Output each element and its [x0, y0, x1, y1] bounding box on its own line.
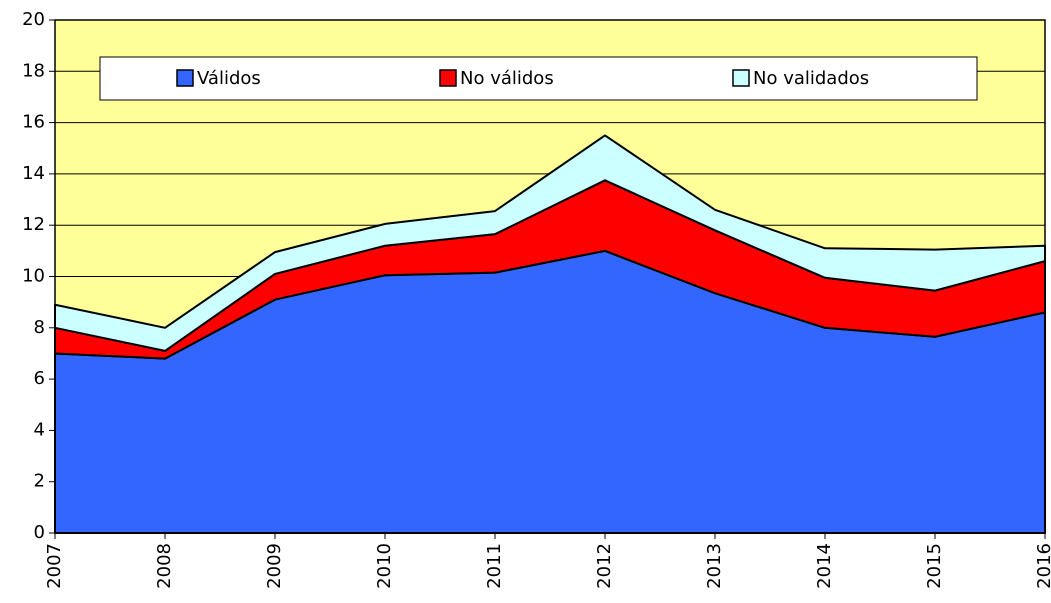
x-tick-label: 2013 [704, 543, 725, 589]
y-tick-label: 10 [22, 266, 45, 287]
y-tick-label: 20 [22, 9, 45, 30]
legend-swatch [732, 69, 750, 87]
y-tick-label: 6 [34, 368, 45, 389]
plot-border [54, 19, 1046, 534]
y-tick-label: 0 [34, 522, 45, 543]
legend-box [99, 56, 978, 101]
x-tick-label: 2007 [44, 543, 65, 589]
x-tick-label: 2012 [594, 543, 615, 589]
x-tick-label: 2015 [924, 543, 945, 589]
legend-swatch [176, 69, 194, 87]
y-tick-label: 2 [34, 471, 45, 492]
y-tick-label: 8 [34, 317, 45, 338]
y-tick-label: 16 [22, 112, 45, 133]
y-tick-label: 4 [34, 419, 45, 440]
legend-label: No validados [753, 68, 869, 89]
x-tick-label: 2014 [814, 543, 835, 589]
x-tick-label: 2009 [264, 543, 285, 589]
legend-label: No válidos [460, 68, 554, 89]
y-tick-label: 14 [22, 163, 45, 184]
x-tick-label: 2011 [484, 543, 505, 589]
x-tick-label: 2008 [154, 543, 175, 589]
x-tick-label: 2016 [1034, 543, 1051, 589]
legend-label: Válidos [197, 68, 261, 89]
legend: Válidos No válidos No validados [99, 56, 978, 101]
y-tick-label: 12 [22, 214, 45, 235]
x-tick-label: 2010 [374, 543, 395, 589]
y-tick-label: 18 [22, 60, 45, 81]
legend-swatch [439, 69, 457, 87]
